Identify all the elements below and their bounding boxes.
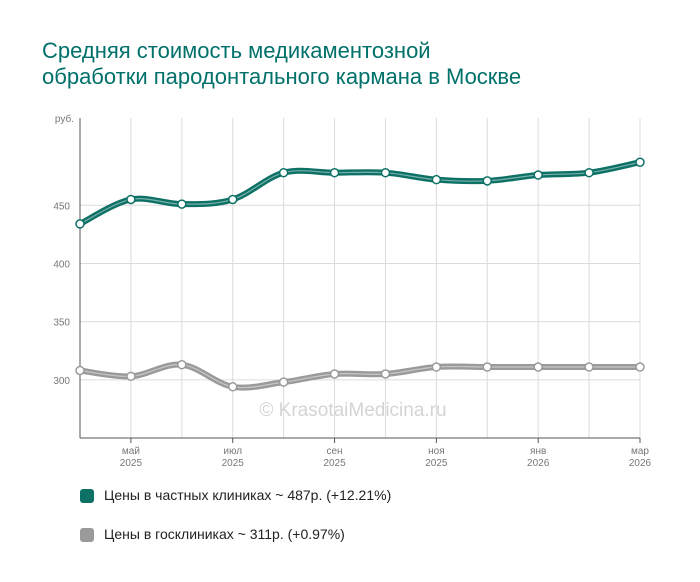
data-point-public-0 bbox=[75, 365, 85, 376]
data-point-public-4 bbox=[278, 377, 289, 387]
data-point-private-3 bbox=[227, 194, 238, 205]
data-point-private-5 bbox=[329, 167, 340, 178]
watermark: © KrasotaiMedicina.ru bbox=[259, 400, 446, 421]
data-point-private-0 bbox=[75, 219, 85, 229]
data-point-public-5 bbox=[329, 369, 340, 379]
data-point-public-7 bbox=[431, 362, 442, 372]
data-point-public-8 bbox=[482, 362, 493, 372]
y-tick-label-300: 300 bbox=[53, 376, 70, 387]
legend-swatch-private bbox=[80, 489, 94, 503]
data-point-private-7 bbox=[431, 174, 442, 185]
series-line-private bbox=[77, 159, 643, 227]
y-tick-label-450: 450 bbox=[53, 201, 70, 212]
grid bbox=[79, 118, 641, 438]
data-point-private-9 bbox=[533, 170, 543, 180]
data-point-public-9 bbox=[533, 362, 543, 372]
data-point-private-8 bbox=[482, 176, 493, 186]
x-tick-label-year-5: 2025 bbox=[323, 458, 346, 469]
x-tick-label-year-1: 2025 bbox=[120, 458, 143, 469]
data-point-public-10 bbox=[584, 362, 594, 372]
x-tick-label-month-1: май bbox=[122, 446, 140, 457]
series bbox=[75, 157, 645, 392]
data-point-private-6 bbox=[380, 167, 391, 178]
x-tick-label-year-9: 2026 bbox=[527, 458, 550, 469]
chart-title: Средняя стоимость медикаментозной обрабо… bbox=[42, 38, 662, 90]
chart-title-line-1: Средняя стоимость медикаментозной bbox=[42, 38, 431, 63]
data-point-public-11 bbox=[635, 362, 645, 372]
data-point-private-10 bbox=[584, 167, 594, 178]
x-tick-label-year-7: 2025 bbox=[425, 458, 448, 469]
x-tick-label-year-11: 2026 bbox=[629, 458, 652, 469]
data-point-private-1 bbox=[126, 194, 136, 205]
x-tick-label-month-9: янв bbox=[530, 446, 546, 457]
series-line-public bbox=[77, 361, 643, 391]
x-tick-label-month-11: мар bbox=[631, 446, 649, 457]
y-tick-label-400: 400 bbox=[53, 259, 70, 270]
data-point-private-4 bbox=[278, 167, 289, 178]
data-point-private-11 bbox=[635, 157, 645, 167]
x-tick-label-year-3: 2025 bbox=[222, 458, 245, 469]
x-tick-label-month-5: сен bbox=[326, 446, 342, 457]
data-point-public-2 bbox=[177, 359, 187, 370]
legend-swatch-public bbox=[80, 528, 94, 542]
data-point-public-6 bbox=[380, 369, 391, 379]
y-axis-unit-label: руб. bbox=[55, 113, 74, 125]
data-point-public-3 bbox=[227, 382, 238, 392]
data-point-private-2 bbox=[177, 199, 187, 209]
legend-label-private: Цены в частных клиниках ~ 487р. (+12.21%… bbox=[104, 487, 392, 503]
x-tick-label-month-3: июл bbox=[223, 446, 242, 457]
legend-label-public: Цены в госклиниках ~ 311р. (+0.97%) bbox=[104, 526, 345, 542]
axes: 300350400450руб.май2025июл2025сен2025ноя… bbox=[53, 113, 651, 469]
x-tick-label-month-7: ноя bbox=[428, 446, 445, 457]
y-tick-label-350: 350 bbox=[53, 318, 70, 329]
chart-title-line-2: обработки пародонтального кармана в Моск… bbox=[42, 64, 522, 89]
data-point-public-1 bbox=[126, 371, 136, 382]
